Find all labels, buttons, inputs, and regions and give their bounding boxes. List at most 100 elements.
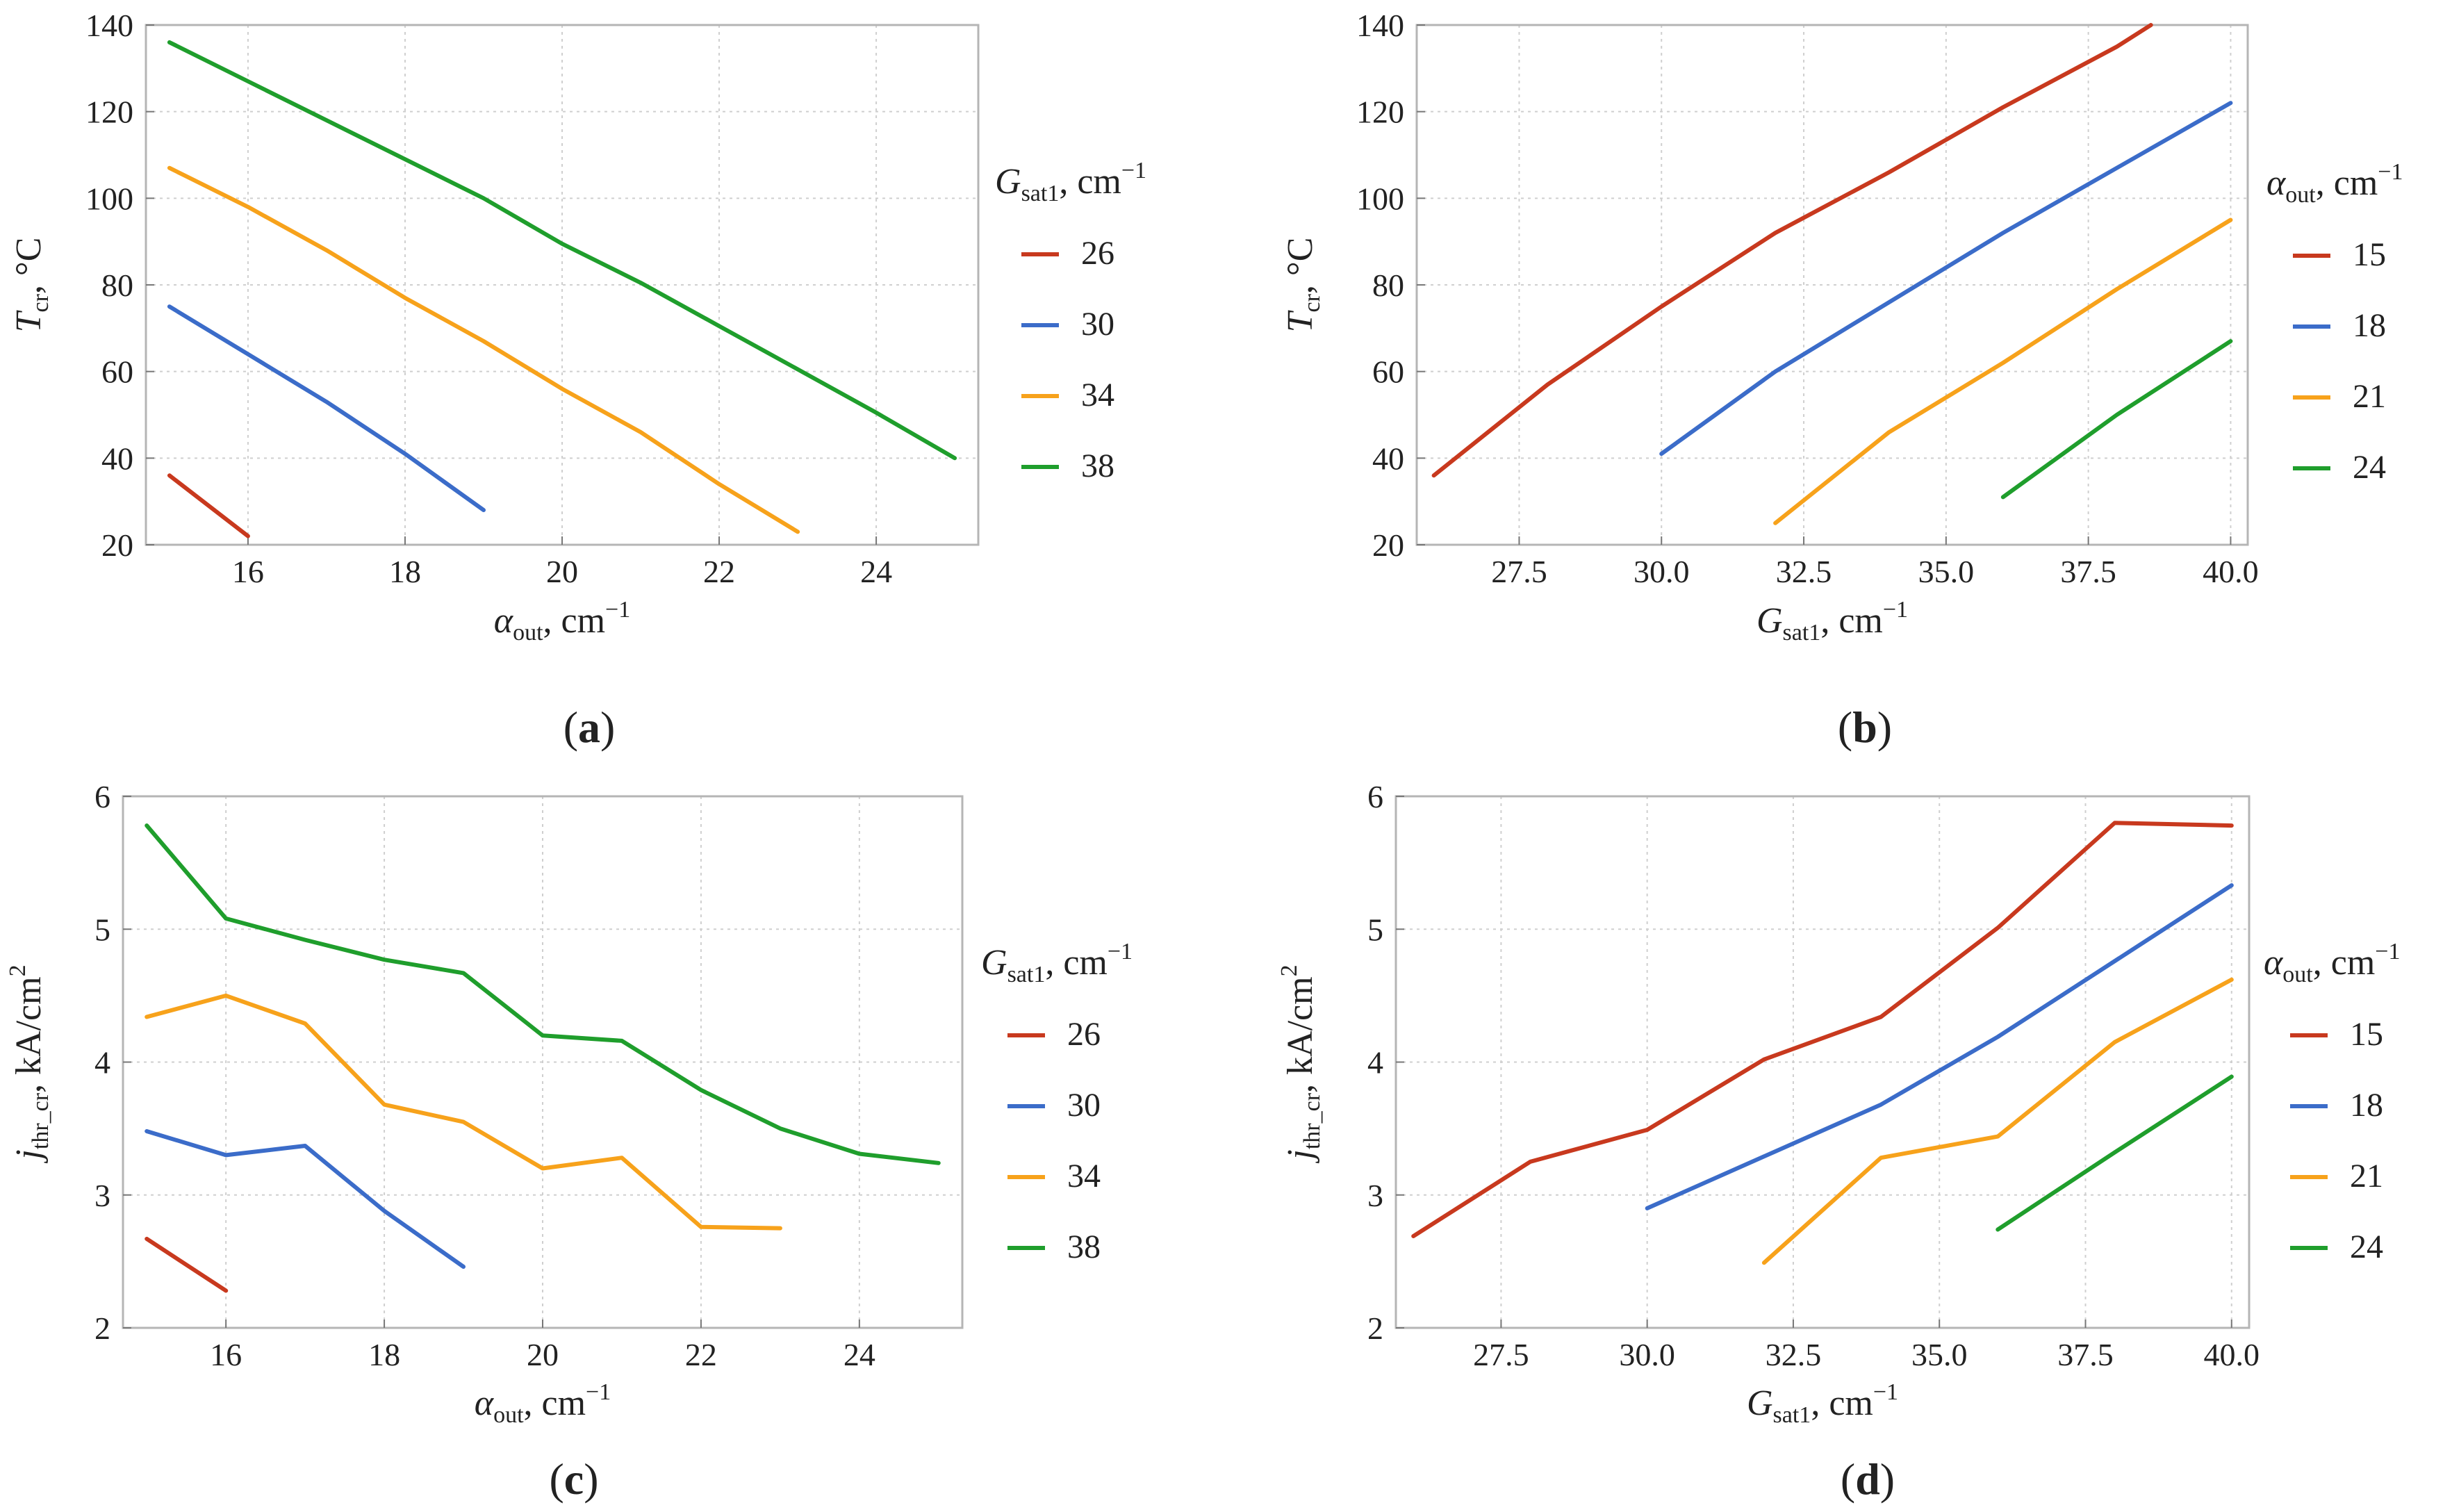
x-tick-label: 16 — [210, 1337, 242, 1372]
legend-entry-38: 38 — [1081, 447, 1114, 484]
y-tick-label: 6 — [1367, 779, 1383, 814]
x-tick-label: 16 — [232, 554, 264, 589]
chart-panel-b: 27.5 30.0 32.5 35.0 37.5 40.0 20 40 60 80 100 120 14… — [1281, 8, 2403, 752]
legend-title: αout, cm−1​ — [2266, 159, 2403, 208]
legend-title: αout, cm−1​ — [2264, 939, 2400, 987]
legend-entry-26: 26 — [1067, 1016, 1101, 1053]
y-axis-label: Tcr, °C — [1281, 238, 1325, 333]
y-axis-label: Tcr, °C — [9, 238, 54, 333]
x-tick-label: 27.5 — [1473, 1337, 1529, 1372]
y-tick-label: 100 — [1356, 181, 1404, 216]
series-line-21 — [1773, 217, 2233, 525]
legend-entry-34: 34 — [1067, 1158, 1101, 1194]
legend-entry-24: 24 — [2350, 1228, 2383, 1265]
x-tick-label: 24 — [860, 554, 892, 589]
series-line-15 — [1411, 821, 2234, 1238]
y-tick-label: 5 — [1367, 912, 1383, 947]
x-tick-label: 30.0 — [1634, 554, 1690, 589]
series-line-18 — [1659, 101, 2233, 457]
series-line-24 — [1996, 1074, 2234, 1232]
y-tick-label: 2 — [1367, 1310, 1383, 1346]
y-tick-label: 40 — [1372, 441, 1404, 476]
legend-entry-24: 24 — [2353, 449, 2386, 486]
y-tick-label: 3 — [1367, 1178, 1383, 1213]
panel-label: (a) — [563, 702, 616, 752]
y-tick-label: 100 — [85, 181, 133, 216]
y-tick-label: 5 — [94, 912, 110, 947]
x-tick-label: 35.0 — [1918, 554, 1975, 589]
panel-label: (c) — [549, 1454, 598, 1504]
series-line-38 — [145, 823, 941, 1165]
series-line-30 — [167, 304, 486, 513]
x-tick-label: 18 — [389, 554, 421, 589]
legend-a: Gsat1, cm−1​ 26 30 34 38 — [995, 158, 1146, 484]
legend-title: Gsat1, cm−1​ — [995, 158, 1146, 206]
legend-d: αout, cm−1​ 15 18 21 24 — [2264, 939, 2400, 1265]
series-line-38 — [167, 40, 957, 461]
panel-label: (b) — [1838, 702, 1892, 752]
series-line-34 — [145, 993, 782, 1231]
chart-panel-d: 27.5 30.0 32.5 35.0 37.5 40.0 2 3 4 5 6 Gsat1, cm−1… — [1276, 779, 2400, 1504]
legend-entry-30: 30 — [1067, 1087, 1101, 1124]
legend-c: Gsat1, cm−1​ 26 30 34 38 — [981, 939, 1133, 1265]
x-tick-label: 22 — [703, 554, 735, 589]
y-tick-label: 20 — [101, 527, 133, 563]
y-tick-label: 140 — [85, 8, 133, 43]
series-line-24 — [2000, 339, 2233, 500]
x-tick-label: 22 — [685, 1337, 717, 1372]
y-axis-label: jthr_cr, kA/cm2​ — [1276, 964, 1325, 1163]
legend-entry-15: 15 — [2353, 236, 2386, 273]
x-tick-label: 24 — [844, 1337, 875, 1372]
y-tick-label: 60 — [101, 354, 133, 390]
legend-entry-21: 21 — [2350, 1158, 2383, 1194]
legend-entry-21: 21 — [2353, 378, 2386, 415]
y-tick-label: 80 — [1372, 268, 1404, 303]
series-line-26 — [167, 473, 250, 539]
legend-entry-18: 18 — [2350, 1087, 2383, 1124]
x-axis-label: αout, cm−1​ — [494, 597, 630, 646]
legend-entry-34: 34 — [1081, 377, 1114, 413]
series-line-34 — [167, 165, 800, 534]
y-tick-label: 80 — [101, 268, 133, 303]
series-line-26 — [145, 1236, 229, 1293]
x-tick-label: 35.0 — [1911, 1337, 1968, 1372]
x-tick-label: 32.5 — [1776, 554, 1832, 589]
legend-entry-30: 30 — [1081, 306, 1114, 343]
series-line-18 — [1645, 883, 2234, 1210]
y-tick-label: 2 — [94, 1310, 110, 1346]
series-line-30 — [145, 1129, 466, 1269]
y-tick-label: 60 — [1372, 354, 1404, 390]
x-axis-label: Gsat1, cm−1​ — [1756, 597, 1908, 646]
series-line-21 — [1761, 977, 2234, 1265]
x-tick-label: 40.0 — [2203, 554, 2259, 589]
legend-entry-15: 15 — [2350, 1016, 2383, 1053]
y-tick-label: 4 — [1367, 1045, 1383, 1080]
y-tick-label: 140 — [1356, 8, 1404, 43]
x-tick-label: 32.5 — [1766, 1337, 1822, 1372]
x-axis-label: αout, cm−1​ — [475, 1379, 611, 1428]
legend-entry-38: 38 — [1067, 1228, 1101, 1265]
y-axis-label: jthr_cr, kA/cm2​ — [5, 964, 54, 1163]
panel-label: (d) — [1841, 1454, 1895, 1504]
x-tick-label: 30.0 — [1619, 1337, 1675, 1372]
legend-title: Gsat1, cm−1​ — [981, 939, 1133, 987]
y-tick-label: 4 — [94, 1045, 110, 1080]
x-tick-label: 18 — [368, 1337, 400, 1372]
x-tick-label: 20 — [546, 554, 578, 589]
y-tick-label: 120 — [1356, 94, 1404, 130]
y-tick-label: 3 — [94, 1178, 110, 1213]
series-line-15 — [1431, 23, 2153, 478]
legend-entry-18: 18 — [2353, 307, 2386, 344]
legend-b: αout, cm−1​ 15 18 21 24 — [2266, 159, 2403, 486]
y-tick-label: 20 — [1372, 527, 1404, 563]
y-tick-label: 120 — [85, 94, 133, 130]
x-tick-label: 37.5 — [2060, 554, 2116, 589]
x-tick-label: 40.0 — [2204, 1337, 2260, 1372]
x-tick-label: 20 — [527, 1337, 559, 1372]
x-axis-label: Gsat1, cm−1​ — [1747, 1379, 1898, 1428]
legend-entry-26: 26 — [1081, 235, 1114, 272]
x-tick-label: 37.5 — [2057, 1337, 2114, 1372]
chart-panel-a: 16 18 20 22 24 20 40 60 80 100 120 140 αout, cm−1​ Tc… — [9, 8, 1146, 752]
